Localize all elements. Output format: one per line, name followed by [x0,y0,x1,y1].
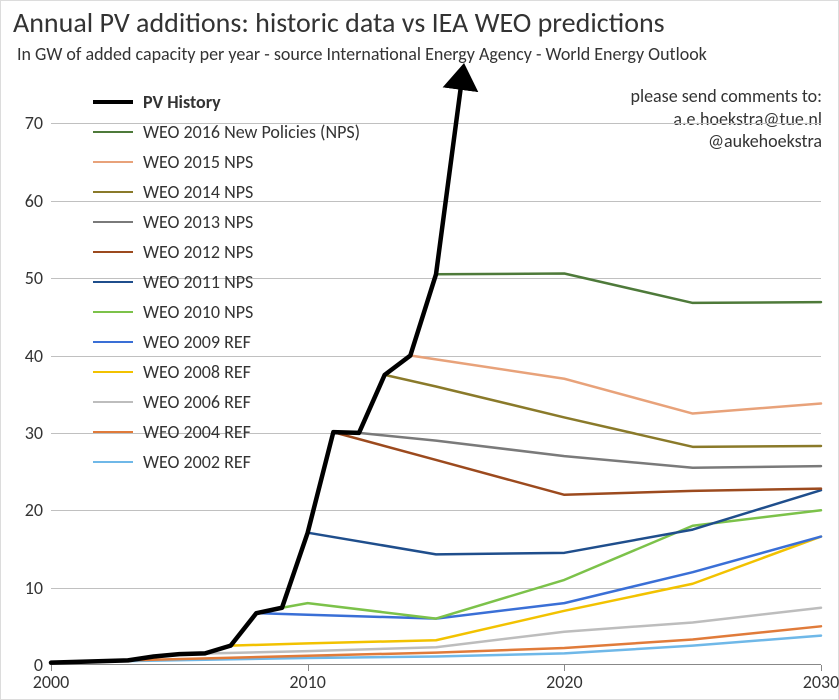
series-line [436,274,821,303]
legend-item: WEO 2002 REF [93,447,360,477]
legend-swatch [93,431,133,433]
y-tick-label: 30 [25,422,43,444]
x-tick-label: 2000 [33,671,70,693]
legend-swatch [93,100,133,104]
legend-swatch [93,191,133,193]
legend-item: WEO 2009 REF [93,327,360,357]
legend-item: WEO 2006 REF [93,387,360,417]
chart-subtitle: In GW of added capacity per year - sourc… [17,43,707,65]
y-tick-label: 60 [25,190,43,212]
legend-swatch [93,341,133,343]
legend-swatch [93,461,133,463]
y-tick-label: 70 [25,112,43,134]
legend-item: WEO 2015 NPS [93,147,360,177]
legend-item: WEO 2008 REF [93,357,360,387]
legend-label: WEO 2004 REF [143,421,251,443]
series-line [410,356,821,414]
y-tick-label: 50 [25,267,43,289]
series-line [282,510,821,618]
legend-label: WEO 2015 NPS [143,151,253,173]
legend-item: WEO 2010 NPS [93,297,360,327]
y-tick-label: 10 [25,577,43,599]
chart-title: Annual PV additions: historic data vs IE… [13,5,665,40]
legend-label: WEO 2012 NPS [143,241,253,263]
legend-item: WEO 2016 New Policies (NPS) [93,117,360,147]
x-tick-label: 2010 [289,671,326,693]
series-line [359,433,821,468]
series-line [385,375,821,447]
x-tick-label: 2020 [546,671,583,693]
legend-swatch [93,131,133,133]
y-tick-label: 20 [25,499,43,521]
legend-label: WEO 2014 NPS [143,181,253,203]
legend-item: PV History [93,87,360,117]
legend-label: WEO 2002 REF [143,451,251,473]
legend-swatch [93,281,133,283]
legend-label: WEO 2013 NPS [143,211,253,233]
legend-swatch [93,401,133,403]
legend-label: WEO 2008 REF [143,361,251,383]
legend-swatch [93,251,133,253]
legend-item: WEO 2013 NPS [93,207,360,237]
y-tick-label: 40 [25,345,43,367]
plot-area: 0102030405060702000201020202030PV Histor… [51,77,821,665]
legend-swatch [93,311,133,313]
series-line [308,490,821,554]
series-line [333,432,821,495]
legend-swatch [93,221,133,223]
legend: PV History WEO 2016 New Policies (NPS) WEO… [93,87,360,477]
legend-swatch [93,371,133,373]
legend-label: WEO 2010 NPS [143,301,253,323]
legend-item: WEO 2004 REF [93,417,360,447]
legend-label: WEO 2011 NPS [143,271,253,293]
legend-swatch [93,161,133,163]
legend-item: WEO 2014 NPS [93,177,360,207]
chart-container: Annual PV additions: historic data vs IE… [0,0,839,700]
legend-item: WEO 2011 NPS [93,267,360,297]
legend-label: WEO 2016 New Policies (NPS) [143,121,360,143]
legend-label: PV History [143,91,221,113]
x-tick-label: 2030 [803,671,839,693]
legend-label: WEO 2006 REF [143,391,251,413]
legend-label: WEO 2009 REF [143,331,251,353]
legend-item: WEO 2012 NPS [93,237,360,267]
